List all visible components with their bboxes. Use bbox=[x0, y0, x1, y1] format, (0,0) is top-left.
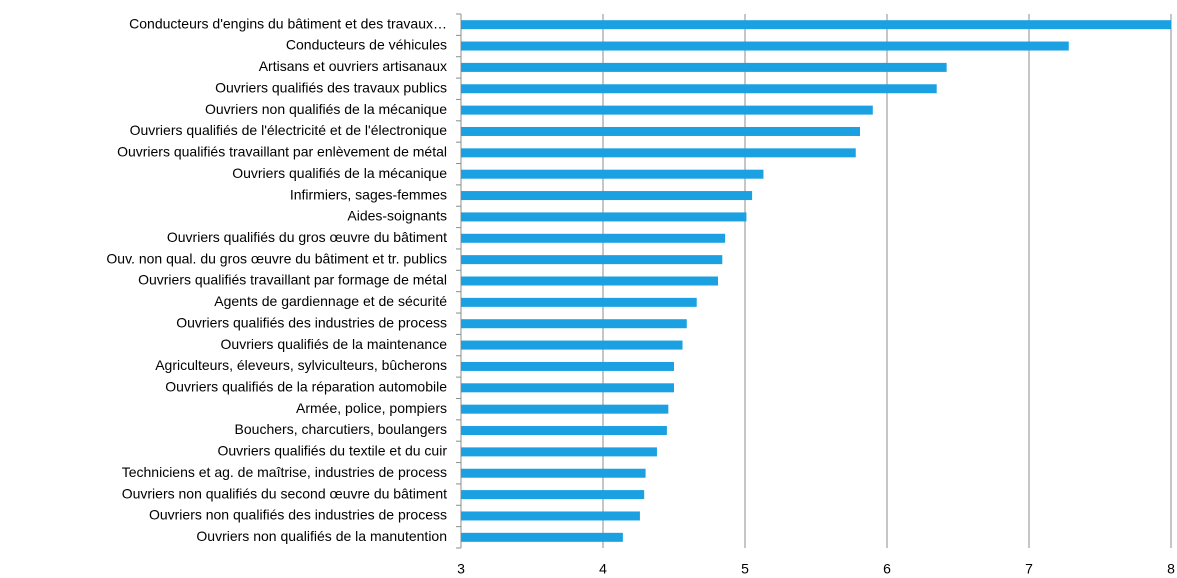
y-tick-label: Aides-soignants bbox=[347, 208, 447, 224]
bar bbox=[461, 105, 873, 115]
y-tick-label: Artisans et ouvriers artisanaux bbox=[259, 58, 447, 74]
bar bbox=[461, 511, 640, 521]
y-tick-label: Ouvriers qualifiés de la réparation auto… bbox=[165, 379, 447, 395]
x-tick-label: 3 bbox=[457, 561, 465, 577]
bar bbox=[461, 532, 623, 542]
y-tick-label: Ouvriers qualifiés du gros œuvre du bâti… bbox=[167, 229, 447, 245]
bar bbox=[461, 84, 937, 94]
y-tick-label: Infirmiers, sages-femmes bbox=[290, 186, 447, 202]
bar bbox=[461, 20, 1171, 30]
x-tick-label: 6 bbox=[883, 561, 891, 577]
y-tick-label: Conducteurs de véhicules bbox=[286, 37, 447, 53]
y-tick-label: Ouvriers qualifiés de la maintenance bbox=[221, 336, 448, 352]
y-tick-label: Techniciens et ag. de maîtrise, industri… bbox=[122, 464, 447, 480]
y-tick-label: Ouvriers qualifiés de l'électricité et d… bbox=[130, 122, 448, 138]
bar bbox=[461, 490, 645, 500]
bar bbox=[461, 319, 687, 329]
y-tick-label: Agents de gardiennage et de sécurité bbox=[214, 293, 447, 309]
y-tick-label: Armée, police, pompiers bbox=[296, 400, 447, 416]
bar bbox=[461, 212, 747, 222]
y-tick-label: Ouvriers non qualifiés du second œuvre d… bbox=[122, 485, 447, 501]
y-tick-label: Ouvriers qualifiés du textile et du cuir bbox=[217, 443, 447, 459]
y-tick-label: Ouvriers qualifiés de la mécanique bbox=[232, 165, 447, 181]
x-tick-label: 7 bbox=[1025, 561, 1033, 577]
y-tick-label: Ouvriers non qualifiés de la manutention bbox=[196, 528, 447, 544]
bar bbox=[461, 41, 1069, 51]
x-tick-label: 5 bbox=[741, 561, 749, 577]
y-tick-label: Ouvriers qualifiés travaillant par forma… bbox=[138, 272, 447, 288]
y-tick-label: Ouvriers qualifiés des travaux publics bbox=[215, 79, 447, 95]
bar bbox=[461, 404, 669, 414]
bar bbox=[461, 340, 683, 350]
bar bbox=[461, 233, 726, 243]
bar bbox=[461, 62, 947, 72]
y-tick-label: Ouvriers non qualifiés des industries de… bbox=[149, 507, 447, 523]
y-tick-label: Ouvriers non qualifiés de la mécanique bbox=[205, 101, 447, 117]
bar bbox=[461, 126, 861, 136]
y-tick-label: Ouv. non qual. du gros œuvre du bâtiment… bbox=[106, 250, 447, 266]
x-tick-label: 4 bbox=[599, 561, 607, 577]
y-tick-label: Agriculteurs, éleveurs, sylviculteurs, b… bbox=[155, 357, 447, 373]
y-tick-label: Conducteurs d'engins du bâtiment et des … bbox=[129, 15, 447, 31]
bar bbox=[461, 426, 667, 436]
bar bbox=[461, 297, 697, 307]
bar bbox=[461, 361, 674, 371]
bar bbox=[461, 191, 753, 201]
bar bbox=[461, 468, 646, 478]
bar bbox=[461, 255, 723, 265]
bar bbox=[461, 383, 674, 393]
y-tick-label: Bouchers, charcutiers, boulangers bbox=[235, 421, 447, 437]
bar bbox=[461, 148, 856, 158]
x-tick-label: 8 bbox=[1167, 561, 1175, 577]
bar bbox=[461, 447, 657, 457]
y-tick-label: Ouvriers qualifiés travaillant par enlèv… bbox=[117, 144, 447, 160]
y-tick-label: Ouvriers qualifiés des industries de pro… bbox=[176, 314, 447, 330]
bar bbox=[461, 169, 764, 179]
bar bbox=[461, 276, 719, 286]
